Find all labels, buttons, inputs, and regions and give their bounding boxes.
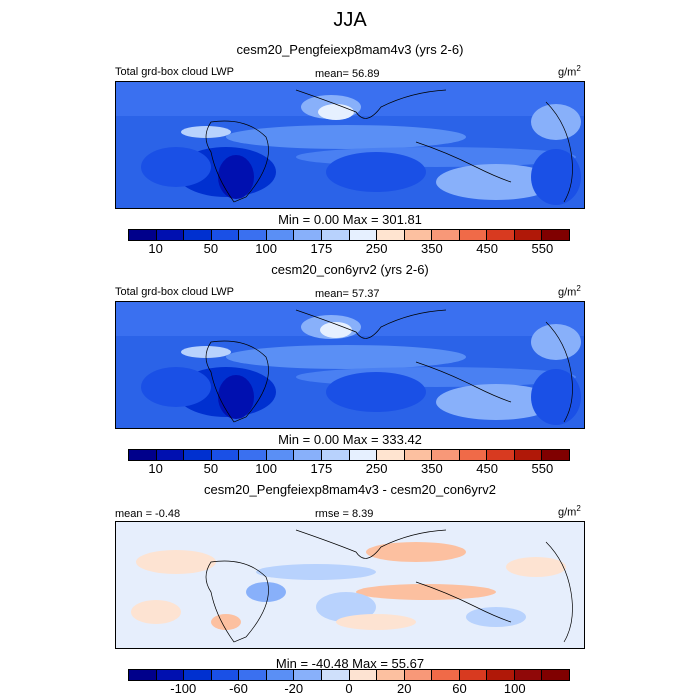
colorbar-swatch (377, 450, 405, 460)
panel1-mean-label: mean= 56.89 (315, 68, 380, 80)
colorbar-swatch (156, 670, 185, 680)
colorbar-swatch (294, 670, 322, 680)
panel1-minmax: Min = 0.00 Max = 301.81 (278, 212, 422, 227)
colorbar-tick-label: -100 (170, 681, 197, 696)
colorbar-swatch (377, 230, 405, 240)
panel1-colorbar (128, 229, 570, 241)
colorbar-tick-label: 550 (531, 241, 554, 256)
colorbar-swatch (542, 450, 569, 460)
colorbar-tick-label: 10 (148, 241, 163, 256)
panel3-rmse-label: rmse = 8.39 (315, 508, 374, 520)
colorbar-swatch (459, 670, 488, 680)
colorbar-tick-label: 100 (255, 461, 277, 476)
colorbar-swatch (432, 670, 460, 680)
panel1-map (115, 81, 585, 209)
colorbar-tick-label: 0 (345, 681, 353, 696)
colorbar-swatch (459, 230, 488, 240)
colorbar-tick-label: 350 (421, 241, 443, 256)
colorbar-tick-label: 50 (203, 241, 219, 256)
colorbar-swatch (349, 670, 378, 680)
colorbar-swatch (239, 670, 267, 680)
colorbar-swatch (211, 670, 240, 680)
colorbar-swatch (321, 230, 350, 240)
colorbar-swatch (294, 450, 322, 460)
colorbar-swatch (349, 450, 378, 460)
panel2-mean-label: mean= 57.37 (315, 288, 380, 300)
colorbar-swatch (321, 450, 350, 460)
colorbar-tick-label: 450 (476, 461, 498, 476)
colorbar-swatch (377, 670, 405, 680)
colorbar-swatch (404, 450, 433, 460)
colorbar-swatch (239, 450, 267, 460)
colorbar-swatch (156, 450, 185, 460)
colorbar-swatch (294, 230, 322, 240)
colorbar-tick-label: 100 (255, 241, 277, 256)
colorbar-tick-label: -60 (229, 681, 248, 696)
colorbar-tick-label: 450 (476, 241, 498, 256)
colorbar-swatch (129, 230, 157, 240)
colorbar-swatch (404, 670, 433, 680)
colorbar-swatch (487, 670, 515, 680)
colorbar-tick-label: 250 (365, 461, 388, 476)
colorbar-swatch (184, 230, 212, 240)
panel1-title: cesm20_Pengfeiexp8mam4v3 (yrs 2-6) (236, 42, 464, 57)
panel3-mean-label: mean = -0.48 (115, 508, 181, 520)
colorbar-swatch (211, 230, 240, 240)
colorbar-swatch (184, 450, 212, 460)
colorbar-tick-label: 10 (148, 461, 163, 476)
colorbar-swatch (487, 230, 515, 240)
colorbar-swatch (211, 450, 240, 460)
panel2-map (115, 301, 585, 429)
panel3-units: g/m2 (558, 504, 581, 519)
colorbar-tick-label: 20 (397, 681, 412, 696)
figure-title: JJA (333, 9, 367, 31)
panel3-title: cesm20_Pengfeiexp8mam4v3 - cesm20_con6yr… (204, 482, 496, 497)
colorbar-swatch (266, 450, 295, 460)
colorbar-swatch (459, 450, 488, 460)
colorbar-swatch (542, 230, 569, 240)
colorbar-tick-label: 175 (310, 241, 333, 256)
colorbar-swatch (266, 670, 295, 680)
panel1-left-label: Total grd-box cloud LWP (115, 66, 235, 78)
colorbar-tick-label: 60 (452, 681, 467, 696)
colorbar-swatch (321, 670, 350, 680)
colorbar-swatch (487, 450, 515, 460)
colorbar-swatch (184, 670, 212, 680)
colorbar-tick-label: -20 (284, 681, 304, 696)
colorbar-tick-label: 175 (310, 461, 333, 476)
colorbar-swatch (514, 450, 543, 460)
colorbar-tick-label: 250 (365, 241, 388, 256)
panel3-map (115, 521, 585, 649)
colorbar-swatch (432, 230, 460, 240)
colorbar-swatch (514, 670, 543, 680)
colorbar-swatch (432, 450, 460, 460)
colorbar-swatch (349, 230, 378, 240)
colorbar-swatch (514, 230, 543, 240)
colorbar-tick-label: 50 (203, 461, 219, 476)
colorbar-tick-label: 100 (503, 681, 526, 696)
colorbar-swatch (156, 230, 185, 240)
panel2-colorbar (128, 449, 570, 461)
colorbar-tick-label: 550 (531, 461, 554, 476)
colorbar-tick-label: 350 (421, 461, 443, 476)
colorbar-swatch (266, 230, 295, 240)
panel2-left-label: Total grd-box cloud LWP (115, 286, 235, 298)
panel3-minmax: Min = -40.48 Max = 55.67 (275, 656, 425, 671)
colorbar-swatch (129, 670, 157, 680)
colorbar-swatch (404, 230, 433, 240)
colorbar-swatch (542, 670, 569, 680)
panel3-colorbar (128, 669, 570, 681)
panel2-title: cesm20_con6yrv2 (yrs 2-6) (271, 262, 429, 277)
colorbar-swatch (239, 230, 267, 240)
panel1-units: g/m2 (558, 64, 581, 79)
colorbar-swatch (129, 450, 157, 460)
panel2-minmax: Min = 0.00 Max = 333.42 (278, 432, 422, 447)
panel2-units: g/m2 (558, 284, 581, 299)
